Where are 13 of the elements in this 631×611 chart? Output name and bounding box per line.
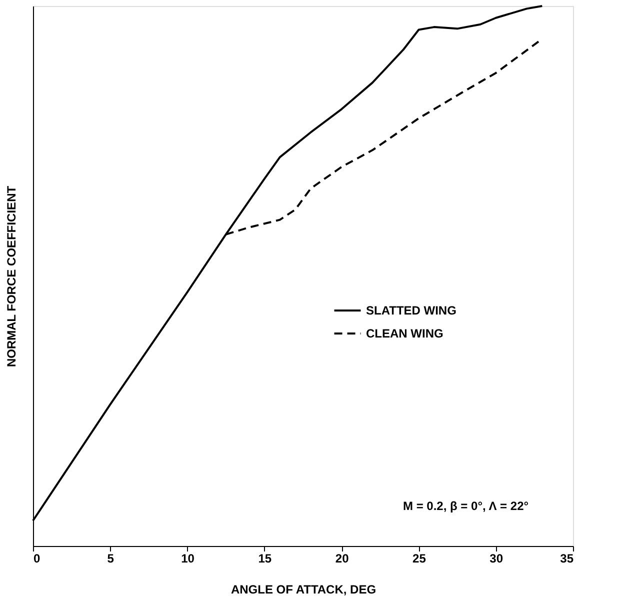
- legend-label: CLEAN WING: [366, 326, 444, 340]
- x-tick-label: 20: [335, 552, 350, 566]
- x-tick-label: 25: [412, 552, 426, 566]
- x-axis-title: ANGLE OF ATTACK, DEG: [230, 582, 376, 596]
- x-tick-label: 5: [107, 552, 114, 566]
- x-tick-label: 0: [34, 552, 40, 566]
- annotation: M = 0.2, β = 0°, Λ = 22°: [403, 499, 529, 513]
- legend-label: SLATTED WING: [366, 304, 456, 318]
- y-axis-title: NORMAL FORCE COEFFICIENT: [4, 185, 18, 368]
- x-tick-label: 35: [560, 552, 574, 566]
- x-tick-label: 10: [181, 552, 195, 566]
- x-tick-label: 30: [490, 552, 504, 566]
- x-tick-label: 15: [258, 552, 272, 566]
